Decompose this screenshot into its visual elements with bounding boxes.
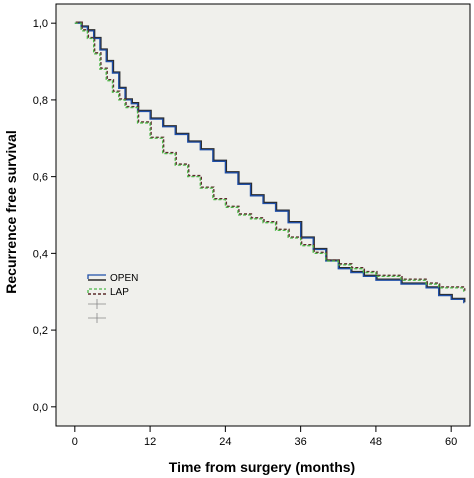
y-tick-label: 0,6 xyxy=(33,172,48,184)
y-tick-label: 0,8 xyxy=(33,95,48,107)
x-axis-title: Time from surgery (months) xyxy=(169,459,355,475)
legend-label-lap: LAP xyxy=(110,287,129,298)
x-tick-label: 12 xyxy=(144,436,156,448)
x-tick-label: 60 xyxy=(445,436,457,448)
y-tick-label: 0,0 xyxy=(33,402,48,414)
x-tick-label: 24 xyxy=(219,436,231,448)
legend: OPEN LAP xyxy=(87,273,138,323)
series-line-open-shadow xyxy=(75,21,466,303)
y-tick-label: 0,4 xyxy=(33,248,48,260)
y-tick-label: 1,0 xyxy=(33,18,48,30)
plot-area xyxy=(55,3,471,427)
x-tick-label: 36 xyxy=(295,436,307,448)
axes-layer: 0 12 24 36 48 60 0,0 0,2 0,4 0,6 0,8 1,0 xyxy=(33,18,458,448)
y-tick-label: 0,2 xyxy=(33,325,48,337)
legend-swatch-lap xyxy=(87,288,106,293)
series-line-lap xyxy=(74,22,465,292)
series-line-open xyxy=(74,22,465,304)
series-layer xyxy=(74,21,466,304)
legend-swatch-open xyxy=(87,274,106,279)
x-tick-label: 48 xyxy=(370,436,382,448)
series-line-lap-shadow xyxy=(75,21,466,291)
x-tick-label: 0 xyxy=(72,436,78,448)
y-axis-title: Recurrence free survival xyxy=(3,130,19,293)
legend-label-open: OPEN xyxy=(110,273,138,284)
